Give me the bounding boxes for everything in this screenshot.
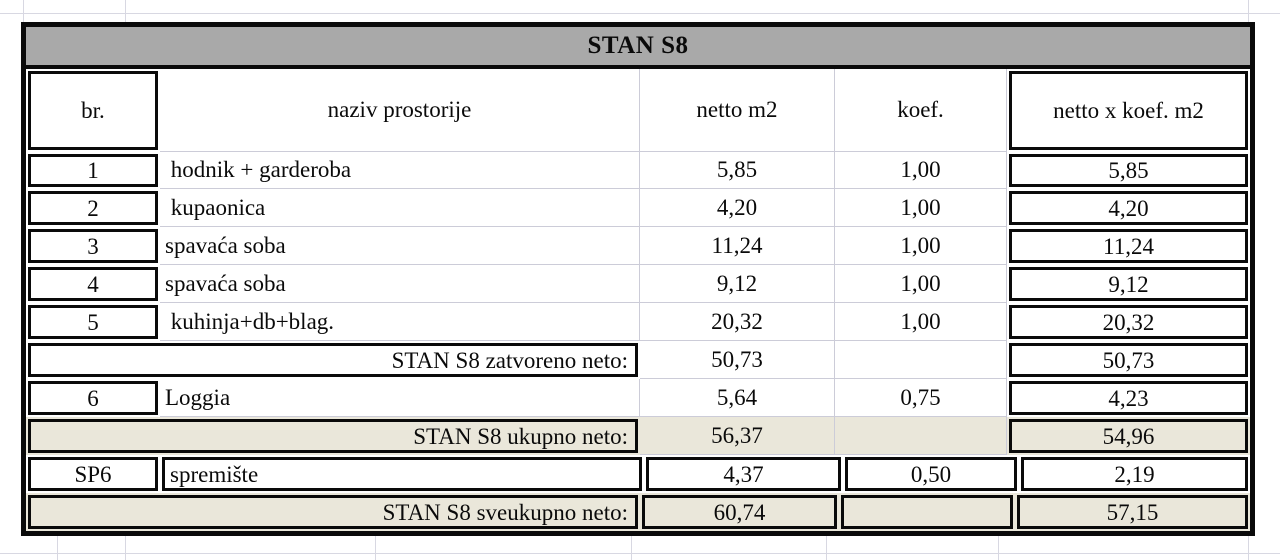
cell-naziv: kupaonica (160, 189, 640, 228)
cell-br: 6 (28, 381, 158, 416)
cell-netto-x-koef: 50,73 (1009, 343, 1248, 378)
cell-koef: 1,00 (835, 151, 1007, 190)
table-row-1: 1 hodnik + garderoba 5,85 1,00 5,85 (26, 151, 1250, 190)
background-gridline (998, 536, 999, 560)
header-cell-naziv: naziv prostorije (160, 69, 640, 152)
background-gridline (23, 0, 24, 22)
cell-netto: 20,32 (640, 303, 835, 342)
cell-br: 1 (28, 153, 158, 188)
cell-br: 2 (28, 191, 158, 226)
cell-netto: 9,12 (640, 265, 835, 304)
table-row-5: 5 kuhinja+db+blag. 20,32 1,00 20,32 (26, 303, 1250, 342)
summary-label: STAN S8 sveukupno neto: (28, 495, 638, 530)
cell-netto: 4,37 (646, 457, 841, 492)
background-gridline (826, 536, 827, 560)
cell-koef: 1,00 (835, 227, 1007, 266)
background-gridline (57, 536, 58, 560)
cell-netto: 11,24 (640, 227, 835, 266)
cell-naziv: kuhinja+db+blag. (160, 303, 640, 342)
cell-netto-x-koef: 20,32 (1009, 305, 1248, 340)
table-row-2: 2 kupaonica 4,20 1,00 4,20 (26, 189, 1250, 228)
cell-naziv: spremište (162, 457, 642, 492)
cell-netto: 4,20 (640, 189, 835, 228)
summary-label: STAN S8 zatvoreno neto: (28, 343, 638, 378)
table-title-row: STAN S8 (26, 27, 1250, 69)
cell-br: 5 (28, 305, 158, 340)
background-gridline (0, 13, 1280, 14)
cell-koef: 1,00 (835, 189, 1007, 228)
background-gridline (0, 553, 1280, 554)
cell-netto: 60,74 (642, 495, 837, 530)
table-row-4: 4 spavaća soba 9,12 1,00 9,12 (26, 265, 1250, 304)
cell-koef (841, 495, 1013, 530)
cell-naziv: Loggia (160, 379, 640, 418)
cell-netto-x-koef: 54,96 (1009, 419, 1248, 454)
cell-netto-x-koef: 5,85 (1009, 153, 1248, 188)
cell-netto: 56,37 (640, 417, 835, 456)
cell-netto-x-koef: 9,12 (1009, 267, 1248, 302)
cell-naziv: spavaća soba (160, 265, 640, 304)
cell-koef: 1,00 (835, 265, 1007, 304)
cell-netto: 5,64 (640, 379, 835, 418)
cell-naziv: hodnik + garderoba (160, 151, 640, 190)
table-header-row: br. naziv prostorije netto m2 koef. netto x … (26, 69, 1250, 152)
background-gridline (375, 536, 376, 560)
header-cell-netto: netto m2 (640, 69, 835, 152)
stan-s8-table: STAN S8 br. naziv prostorije netto m2 koef.… (21, 22, 1255, 536)
header-cell-netto-x-koef: netto x koef. m2 (1009, 71, 1248, 150)
cell-koef: 0,50 (845, 457, 1017, 492)
cell-netto-x-koef: 2,19 (1021, 457, 1248, 492)
cell-koef (835, 341, 1007, 380)
background-gridline (1248, 536, 1249, 560)
table-row-3: 3 spavaća soba 11,24 1,00 11,24 (26, 227, 1250, 266)
summary-row: STAN S8 zatvoreno neto: 50,73 50,73 (26, 341, 1250, 380)
table-row-SP6: SP6 spremište 4,37 0,50 2,19 (26, 455, 1250, 493)
cell-netto: 50,73 (640, 341, 835, 380)
cell-koef (835, 417, 1007, 456)
cell-koef: 0,75 (835, 379, 1007, 418)
background-gridline (125, 536, 126, 560)
cell-netto-x-koef: 4,23 (1009, 381, 1248, 416)
cell-koef: 1,00 (835, 303, 1007, 342)
cell-netto: 5,85 (640, 151, 835, 190)
cell-naziv: spavaća soba (160, 227, 640, 266)
summary-label: STAN S8 ukupno neto: (28, 419, 638, 454)
cell-br: SP6 (28, 457, 158, 492)
background-gridline (631, 536, 632, 560)
table-row-6: 6 Loggia 5,64 0,75 4,23 (26, 379, 1250, 418)
header-cell-koef: koef. (835, 69, 1007, 152)
summary-row: STAN S8 ukupno neto: 56,37 54,96 (26, 417, 1250, 456)
cell-netto-x-koef: 57,15 (1017, 495, 1248, 530)
table-title: STAN S8 (587, 32, 689, 59)
header-cell-br: br. (28, 71, 158, 150)
cell-netto-x-koef: 4,20 (1009, 191, 1248, 226)
table-body: 1 hodnik + garderoba 5,85 1,00 5,85 2 kupaon… (26, 151, 1250, 532)
background-gridline (125, 0, 126, 22)
background-gridline (1248, 0, 1249, 22)
cell-netto-x-koef: 11,24 (1009, 229, 1248, 264)
cell-br: 4 (28, 267, 158, 302)
cell-br: 3 (28, 229, 158, 264)
summary-row: STAN S8 sveukupno neto: 60,74 57,15 (26, 493, 1250, 532)
